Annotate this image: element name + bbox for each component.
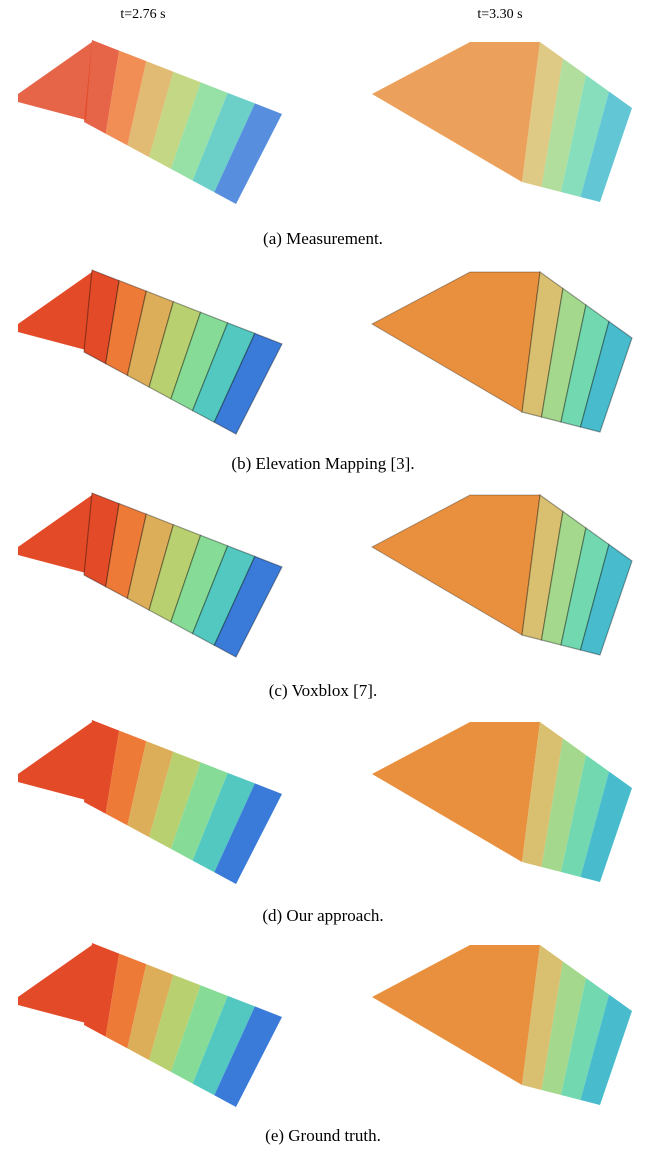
page: t=2.76 s t=3.30 s (a) Measurement. (b) E…	[0, 0, 646, 1159]
terrain-patch	[18, 945, 92, 1023]
terrain-patch	[372, 495, 540, 635]
terrain-patch	[18, 495, 92, 573]
caption: (a) Measurement.	[263, 229, 383, 248]
terrain-patch	[18, 42, 92, 120]
terrain-patch	[372, 272, 540, 412]
terrain-patch	[372, 945, 540, 1085]
terrain-patch	[372, 42, 540, 182]
terrain-patch	[372, 722, 540, 862]
caption: (e) Ground truth.	[265, 1126, 381, 1145]
column-header: t=2.76 s	[120, 7, 165, 22]
terrain-patch	[18, 272, 92, 350]
caption: (b) Elevation Mapping [3].	[231, 454, 414, 473]
caption: (c) Voxblox [7].	[269, 681, 377, 700]
column-header: t=3.30 s	[477, 7, 522, 22]
caption: (d) Our approach.	[262, 906, 383, 925]
terrain-patch	[18, 722, 92, 800]
figure: t=2.76 s t=3.30 s (a) Measurement. (b) E…	[0, 0, 646, 1159]
